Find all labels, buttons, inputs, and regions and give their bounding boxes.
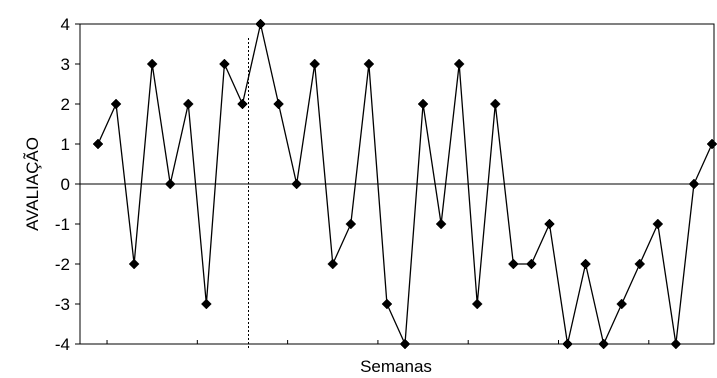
data-point [706, 138, 717, 150]
y-tick-label: 1 [61, 135, 70, 154]
data-point [128, 258, 140, 270]
data-point [471, 298, 483, 310]
data-point [146, 58, 158, 70]
data-point [291, 178, 303, 190]
data-point [670, 338, 682, 350]
data-point [507, 258, 519, 270]
data-point [200, 298, 212, 310]
data-point [544, 218, 555, 230]
y-tick-label: -1 [55, 215, 70, 234]
data-point [489, 98, 501, 110]
y-tick-label: 3 [61, 55, 70, 74]
data-point [237, 98, 248, 110]
data-point [110, 98, 122, 110]
y-tick-label: -4 [55, 335, 70, 354]
data-point [182, 98, 194, 110]
data-point [273, 98, 284, 110]
data-point [255, 18, 266, 30]
data-point [219, 58, 230, 70]
data-point [634, 258, 646, 270]
data-point [399, 338, 411, 350]
data-point [580, 258, 591, 270]
x-axis-title: Semanas [360, 357, 432, 376]
axes [75, 23, 715, 345]
data-point [562, 338, 573, 350]
data-point [688, 178, 700, 190]
data-point [164, 178, 176, 190]
data-point [526, 258, 537, 270]
series-group [92, 18, 717, 350]
y-axis-title: AVALIAÇÃO [23, 137, 42, 231]
data-point [345, 218, 357, 230]
tick-labels: 4 3 2 1 0 -1 -2 -3 -4 [55, 15, 70, 354]
y-tick-label: 0 [61, 175, 70, 194]
y-tick-label: -3 [55, 295, 70, 314]
y-tick-label: 2 [61, 95, 70, 114]
data-point [417, 98, 429, 110]
data-point [363, 58, 375, 70]
y-tick-label: 4 [61, 15, 70, 34]
data-point [453, 58, 465, 70]
data-point [381, 298, 393, 310]
data-point [309, 58, 321, 70]
data-point [616, 298, 628, 310]
data-point [435, 218, 447, 230]
data-point [598, 338, 610, 350]
data-point [652, 218, 664, 230]
y-tick-label: -2 [55, 255, 70, 274]
data-point [327, 258, 339, 270]
data-point [92, 138, 104, 150]
